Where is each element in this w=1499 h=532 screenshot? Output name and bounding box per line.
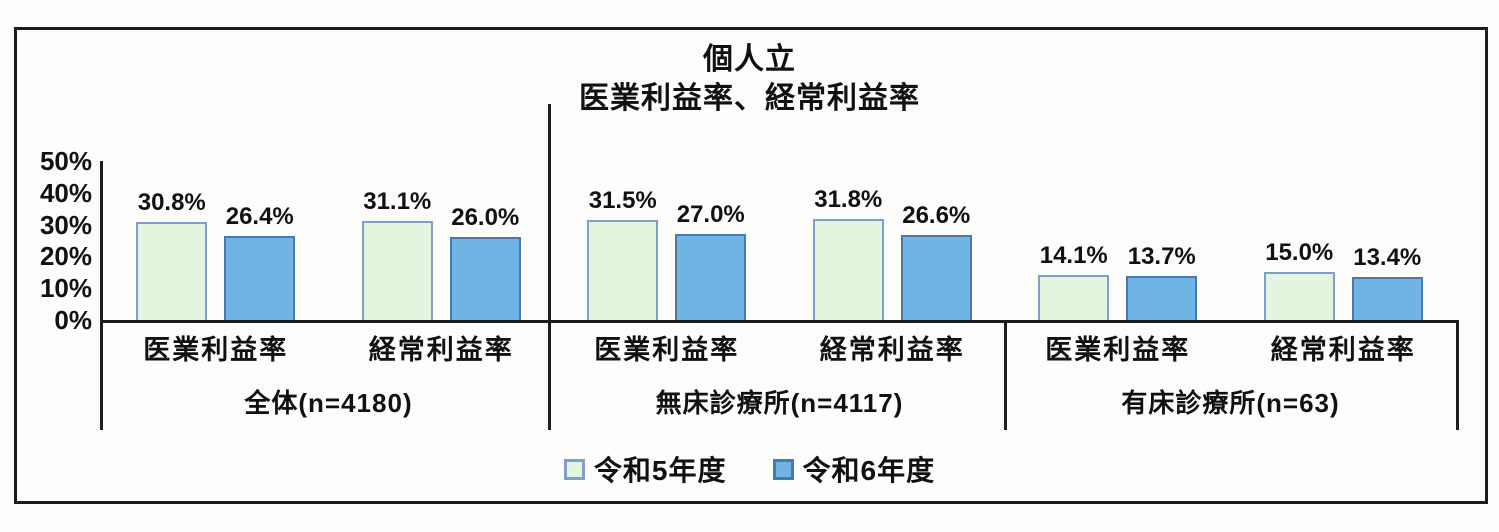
bar-value-label: 31.5% bbox=[588, 186, 657, 214]
legend-item: 令和5年度 bbox=[563, 449, 727, 489]
bar-series-1: 15.0% bbox=[1263, 239, 1335, 320]
chart-title: 個人立 医業利益率、経常利益率 bbox=[0, 40, 1499, 118]
y-axis-tick-label: 30% bbox=[39, 209, 92, 240]
category-label-row: 医業利益率 経常利益率 医業利益率 経常利益率 医業利益率 経常利益率 bbox=[103, 326, 1456, 374]
bar-value-label: 31.8% bbox=[814, 185, 883, 213]
group-divider-2 bbox=[1004, 323, 1007, 430]
category-bar-pair: 14.1% 13.7% bbox=[1005, 161, 1231, 320]
bar-series-2: 13.7% bbox=[1126, 243, 1198, 320]
chart-title-line1: 個人立 bbox=[703, 43, 796, 76]
group-divider-1 bbox=[548, 104, 551, 430]
bar-value-label: 14.1% bbox=[1039, 242, 1108, 270]
bar-series-1: 14.1% bbox=[1038, 242, 1110, 320]
group-label: 全体(n=4180) bbox=[244, 388, 413, 418]
bar-group: 14.1% 13.7% 15.0% 13.4% bbox=[1005, 161, 1456, 320]
category-bar-pair: 31.8% 26.6% bbox=[780, 161, 1006, 320]
category-label-group: 医業利益率 経常利益率 bbox=[554, 326, 1005, 374]
bar-value-label: 30.8% bbox=[137, 189, 206, 217]
x-axis-baseline bbox=[100, 320, 1459, 323]
legend-item-label: 令和5年度 bbox=[593, 455, 727, 486]
bar-value-label: 15.0% bbox=[1265, 239, 1334, 267]
group-label: 無床診療所(n=4117) bbox=[655, 388, 904, 418]
bar-series-1: 31.5% bbox=[587, 187, 659, 320]
category-label-group: 医業利益率 経常利益率 bbox=[103, 326, 554, 374]
bar-value-label: 26.0% bbox=[451, 204, 520, 232]
bar-series-2: 27.0% bbox=[675, 201, 747, 320]
category-label-group: 医業利益率 経常利益率 bbox=[1005, 326, 1456, 374]
y-axis-line bbox=[100, 161, 103, 430]
category-bar-pair: 15.0% 13.4% bbox=[1231, 161, 1457, 320]
bar-value-label: 31.1% bbox=[363, 188, 432, 216]
bar-series-1: 30.8% bbox=[136, 189, 208, 320]
category-bar-pair: 31.5% 27.0% bbox=[554, 161, 780, 320]
category-bar-pair: 30.8% 26.4% bbox=[103, 161, 329, 320]
group-label-row: 全体(n=4180) 無床診療所(n=4117) 有床診療所(n=63) bbox=[103, 380, 1456, 426]
bar-series-2: 26.4% bbox=[224, 203, 296, 320]
bar-value-label: 26.4% bbox=[225, 203, 294, 231]
legend-swatch-series-1 bbox=[563, 458, 585, 480]
y-axis-tick-label: 40% bbox=[39, 177, 92, 208]
bar-value-label: 13.7% bbox=[1127, 243, 1196, 271]
bar-series-2: 26.0% bbox=[449, 204, 521, 320]
chart-outer-border bbox=[14, 27, 1488, 504]
y-axis-tick-label: 0% bbox=[54, 305, 92, 335]
legend-swatch-series-2 bbox=[772, 458, 794, 480]
y-axis-tick-labels: 50% 40% 30% 20% 10% 0% bbox=[20, 146, 92, 335]
y-axis-tick-label: 10% bbox=[39, 273, 92, 304]
legend-item: 令和6年度 bbox=[772, 449, 936, 489]
category-label: 医業利益率 bbox=[594, 335, 740, 365]
bar-series-1: 31.8% bbox=[812, 186, 884, 320]
category-label: 経常利益率 bbox=[1270, 335, 1416, 365]
y-axis-tick-label: 50% bbox=[39, 146, 92, 176]
axis-right-edge-line bbox=[1456, 323, 1459, 430]
bar-series-2: 26.6% bbox=[900, 202, 972, 320]
group-label: 有床診療所(n=63) bbox=[1121, 388, 1340, 418]
legend-item-label: 令和6年度 bbox=[802, 455, 936, 486]
plot-area: 30.8% 26.4% 31.1% 26.0% 31.5% 27.0% 31.8% 26.6%… bbox=[103, 161, 1456, 320]
bar-value-label: 26.6% bbox=[902, 202, 971, 230]
chart-title-line2: 医業利益率、経常利益率 bbox=[579, 82, 920, 115]
bar-value-label: 13.4% bbox=[1353, 244, 1422, 272]
y-axis-tick-label: 20% bbox=[39, 241, 92, 272]
category-label: 医業利益率 bbox=[143, 335, 289, 365]
category-label: 医業利益率 bbox=[1045, 335, 1191, 365]
bar-group: 31.5% 27.0% 31.8% 26.6% bbox=[554, 161, 1005, 320]
category-bar-pair: 31.1% 26.0% bbox=[329, 161, 555, 320]
category-label: 経常利益率 bbox=[819, 335, 965, 365]
category-label: 経常利益率 bbox=[368, 335, 514, 365]
legend: 令和5年度 令和6年度 bbox=[0, 449, 1499, 489]
bar-value-label: 27.0% bbox=[676, 201, 745, 229]
bar-group: 30.8% 26.4% 31.1% 26.0% bbox=[103, 161, 554, 320]
bar-series-1: 31.1% bbox=[361, 188, 433, 320]
bar-series-2: 13.4% bbox=[1351, 244, 1423, 320]
